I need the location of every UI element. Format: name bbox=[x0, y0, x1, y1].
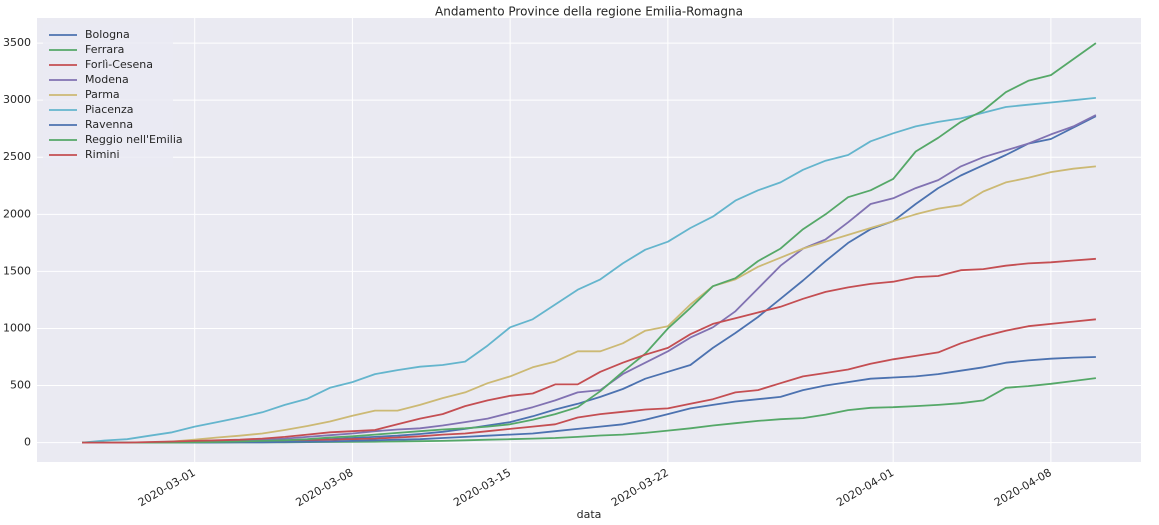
legend-label: Ferrara bbox=[85, 43, 124, 56]
legend-label: Reggio nell'Emilia bbox=[85, 133, 183, 146]
series-line bbox=[82, 97, 1096, 444]
x-tick-label: 2020-04-01 bbox=[834, 466, 896, 509]
series-line bbox=[82, 165, 1096, 444]
x-tick-label: 2020-04-08 bbox=[992, 466, 1054, 509]
y-tick-label: 3500 bbox=[3, 36, 31, 49]
x-tick-label: 2020-03-22 bbox=[609, 466, 671, 509]
series-line bbox=[82, 257, 1096, 444]
legend-label: Forlì-Cesena bbox=[85, 58, 153, 71]
legend-label: Parma bbox=[85, 88, 120, 101]
y-tick-label: 2500 bbox=[3, 150, 31, 163]
y-tick-label: 1500 bbox=[3, 264, 31, 277]
legend-label: Bologna bbox=[85, 28, 130, 41]
x-tick-label: 2020-03-08 bbox=[294, 466, 356, 509]
y-tick-label: 0 bbox=[24, 436, 31, 449]
y-tick-label: 3000 bbox=[3, 93, 31, 106]
y-tick-label: 2000 bbox=[3, 207, 31, 220]
legend-label: Modena bbox=[85, 73, 129, 86]
x-tick-label: 2020-03-15 bbox=[451, 466, 513, 509]
legend: Bologna Ferrara Forlì-Cesena Modena Parma Pia… bbox=[43, 24, 183, 167]
y-tick-label: 500 bbox=[10, 379, 31, 392]
x-axis-label: data bbox=[577, 508, 602, 521]
legend-label: Rimini bbox=[85, 148, 120, 161]
plot-area bbox=[37, 18, 1141, 462]
x-tick-label: 2020-03-01 bbox=[136, 466, 198, 509]
chart-title: Andamento Province della regione Emilia-… bbox=[435, 5, 743, 19]
series-line bbox=[82, 356, 1096, 444]
legend-label: Ravenna bbox=[85, 118, 133, 131]
y-tick-label: 1000 bbox=[3, 321, 31, 334]
series-line bbox=[82, 42, 1097, 444]
legend-label: Piacenza bbox=[85, 103, 134, 116]
